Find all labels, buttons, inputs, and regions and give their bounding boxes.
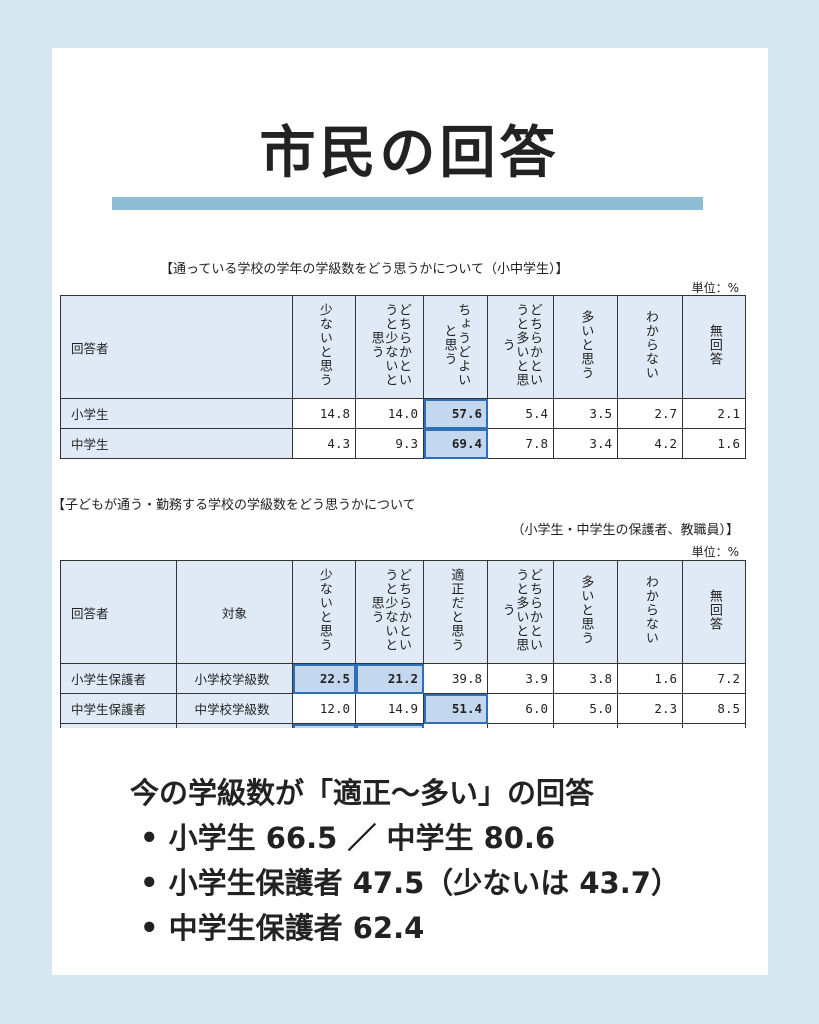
cell-value: 7.2 (682, 663, 746, 694)
cell-value: 3.5 (553, 398, 618, 429)
cell-value: 2.3 (617, 693, 683, 724)
column-header: どちらかというと少ないと思う (355, 560, 424, 664)
table-row: 小学生 14.8 14.0 57.6 5.4 3.5 2.7 2.1 (60, 398, 746, 429)
column-header: 対象 (176, 560, 293, 664)
row-label: 小学生 (60, 398, 293, 429)
column-header: 少ないと思う (292, 295, 356, 399)
cell-value: 3.4 (553, 428, 618, 459)
cell-value: 14.9 (355, 693, 424, 724)
cell-value: 7.8 (487, 428, 554, 459)
column-header: ちょうどよいと思う (423, 295, 488, 399)
table2-unit: 単位：% (691, 545, 739, 559)
column-header: 多いと思う (553, 295, 618, 399)
column-header: 適正だと思う (423, 560, 488, 664)
cell-value: 2.1 (682, 398, 746, 429)
column-header: 回答者 (60, 295, 293, 399)
column-header: 少ないと思う (292, 560, 356, 664)
column-header: どちらかというと少ないと思う (355, 295, 424, 399)
cell-value: 4.2 (617, 428, 683, 459)
table1-caption: 【通っている学校の学年の学級数をどう思うかについて（小中学生）】 (160, 262, 569, 277)
row-label: 中学生 (60, 428, 293, 459)
column-header: わからない (617, 295, 683, 399)
column-header: 無回答 (682, 295, 746, 399)
table-row: 中学生 4.3 9.3 69.4 7.8 3.4 4.2 1.6 (60, 428, 746, 459)
table1-unit: 単位：% (691, 281, 739, 295)
cell-value: 21.2 (355, 663, 424, 694)
row-label: 小学生保護者 (60, 663, 177, 694)
summary-item: • 小学生 66.5 ／ 中学生 80.6 (140, 821, 556, 855)
column-header: 無回答 (682, 560, 746, 664)
summary-item: • 小学生保護者 47.5（少ないは 43.7） (140, 866, 680, 900)
cell-value: 3.9 (487, 663, 554, 694)
row-label: 中学生保護者 (60, 693, 177, 724)
cell-value: 57.6 (423, 398, 488, 429)
table1: 回答者 少ないと思う どちらかというと少ないと思う ちょうどよいと思う どちらかというと… (60, 295, 746, 459)
cell-value: 3.8 (553, 663, 618, 694)
row-target: 小学校学級数 (176, 663, 293, 694)
cell-value: 51.4 (423, 693, 488, 724)
cell-value: 6.0 (487, 693, 554, 724)
summary-heading: 今の学級数が「適正〜多い」の回答 (130, 776, 595, 810)
cell-value: 69.4 (423, 428, 488, 459)
table-row: 小学生保護者 小学校学級数 22.5 21.2 39.8 3.9 3.8 1.6 7.2 (60, 663, 746, 694)
table2-caption2: （小学生・中学生の保護者、教職員）】 (511, 523, 739, 538)
cell-value: 9.3 (355, 428, 424, 459)
cell-value: 2.7 (617, 398, 683, 429)
cell-value: 4.3 (292, 428, 356, 459)
column-header: どちらかというと多いと思う (487, 560, 554, 664)
column-header: 回答者 (60, 560, 177, 664)
cell-value: 22.5 (292, 663, 356, 694)
accent-bar (112, 197, 703, 210)
cell-value: 12.0 (292, 693, 356, 724)
column-header: どちらかというと多いと思う (487, 295, 554, 399)
cell-value: 1.6 (682, 428, 746, 459)
page-title: 市民の回答 (259, 121, 560, 186)
table2: 回答者 対象 少ないと思う どちらかというと少ないと思う 適正だと思う どちらかというと多… (60, 560, 746, 728)
table2-caption: 【子どもが通う・勤務する学校の学級数をどう思うかについて (52, 498, 416, 513)
cell-value: 14.0 (355, 398, 424, 429)
column-header: 多いと思う (553, 560, 618, 664)
cell-value: 14.8 (292, 398, 356, 429)
cell-value: 5.4 (487, 398, 554, 429)
cell-value: 5.0 (553, 693, 618, 724)
cell-value: 1.6 (617, 663, 683, 694)
summary-item: • 中学生保護者 62.4 (140, 911, 425, 945)
cell-value: 8.5 (682, 693, 746, 724)
row-target: 中学校学級数 (176, 693, 293, 724)
column-header: わからない (617, 560, 683, 664)
table-row: 中学生保護者 中学校学級数 12.0 14.9 51.4 6.0 5.0 2.3 8.5 (60, 693, 746, 724)
cell-value: 39.8 (423, 663, 488, 694)
